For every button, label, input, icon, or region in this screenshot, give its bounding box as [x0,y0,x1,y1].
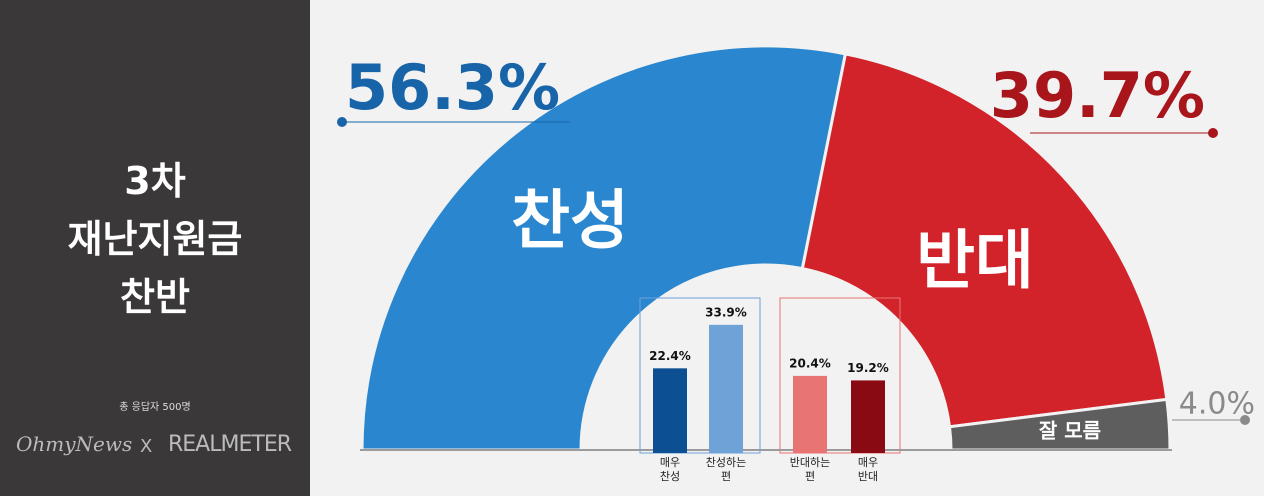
bar [851,380,885,453]
leader-dot [1240,415,1250,425]
bar-category: 매우 반대 [857,456,879,483]
title-line: 3차 [124,159,186,203]
bar [709,324,743,453]
sidebar: 3차 재난지원금 찬반 총 응답자 500명 OhmyNews X REALME… [0,0,310,496]
logo: OhmyNews [16,432,133,456]
group-box [639,297,761,454]
bar-value-label: 22.4% [649,349,691,363]
value-label: 56.3% [345,51,560,124]
logo: REALMETER [168,432,292,457]
leader-dot [1208,128,1218,138]
bar-category: 반대하는 편 [789,456,831,483]
bar-value-label: 33.9% [705,305,747,319]
value-label: 4.0% [1179,387,1255,422]
bar-value-label: 20.4% [789,356,831,370]
logo-sep: X [140,436,153,457]
title-line: 재난지원금 [67,217,243,261]
donut-segment [800,52,1169,429]
leader-dot [337,117,347,127]
bar [653,368,687,453]
title-line: 찬반 [120,275,190,319]
segment-label: 잘 모름 [1039,419,1101,443]
note: 총 응답자 500명 [119,402,191,413]
bar-value-label: 19.2% [847,361,889,375]
group-box [779,297,901,454]
donut-segment [360,44,848,452]
bar [793,375,827,453]
segment-label: 반대 [916,225,1034,299]
segment-label: 찬성 [511,185,629,259]
bar-category: 찬성하는 편 [705,456,747,483]
bar-category: 매우 찬성 [659,456,681,483]
value-label: 39.7% [990,59,1205,132]
